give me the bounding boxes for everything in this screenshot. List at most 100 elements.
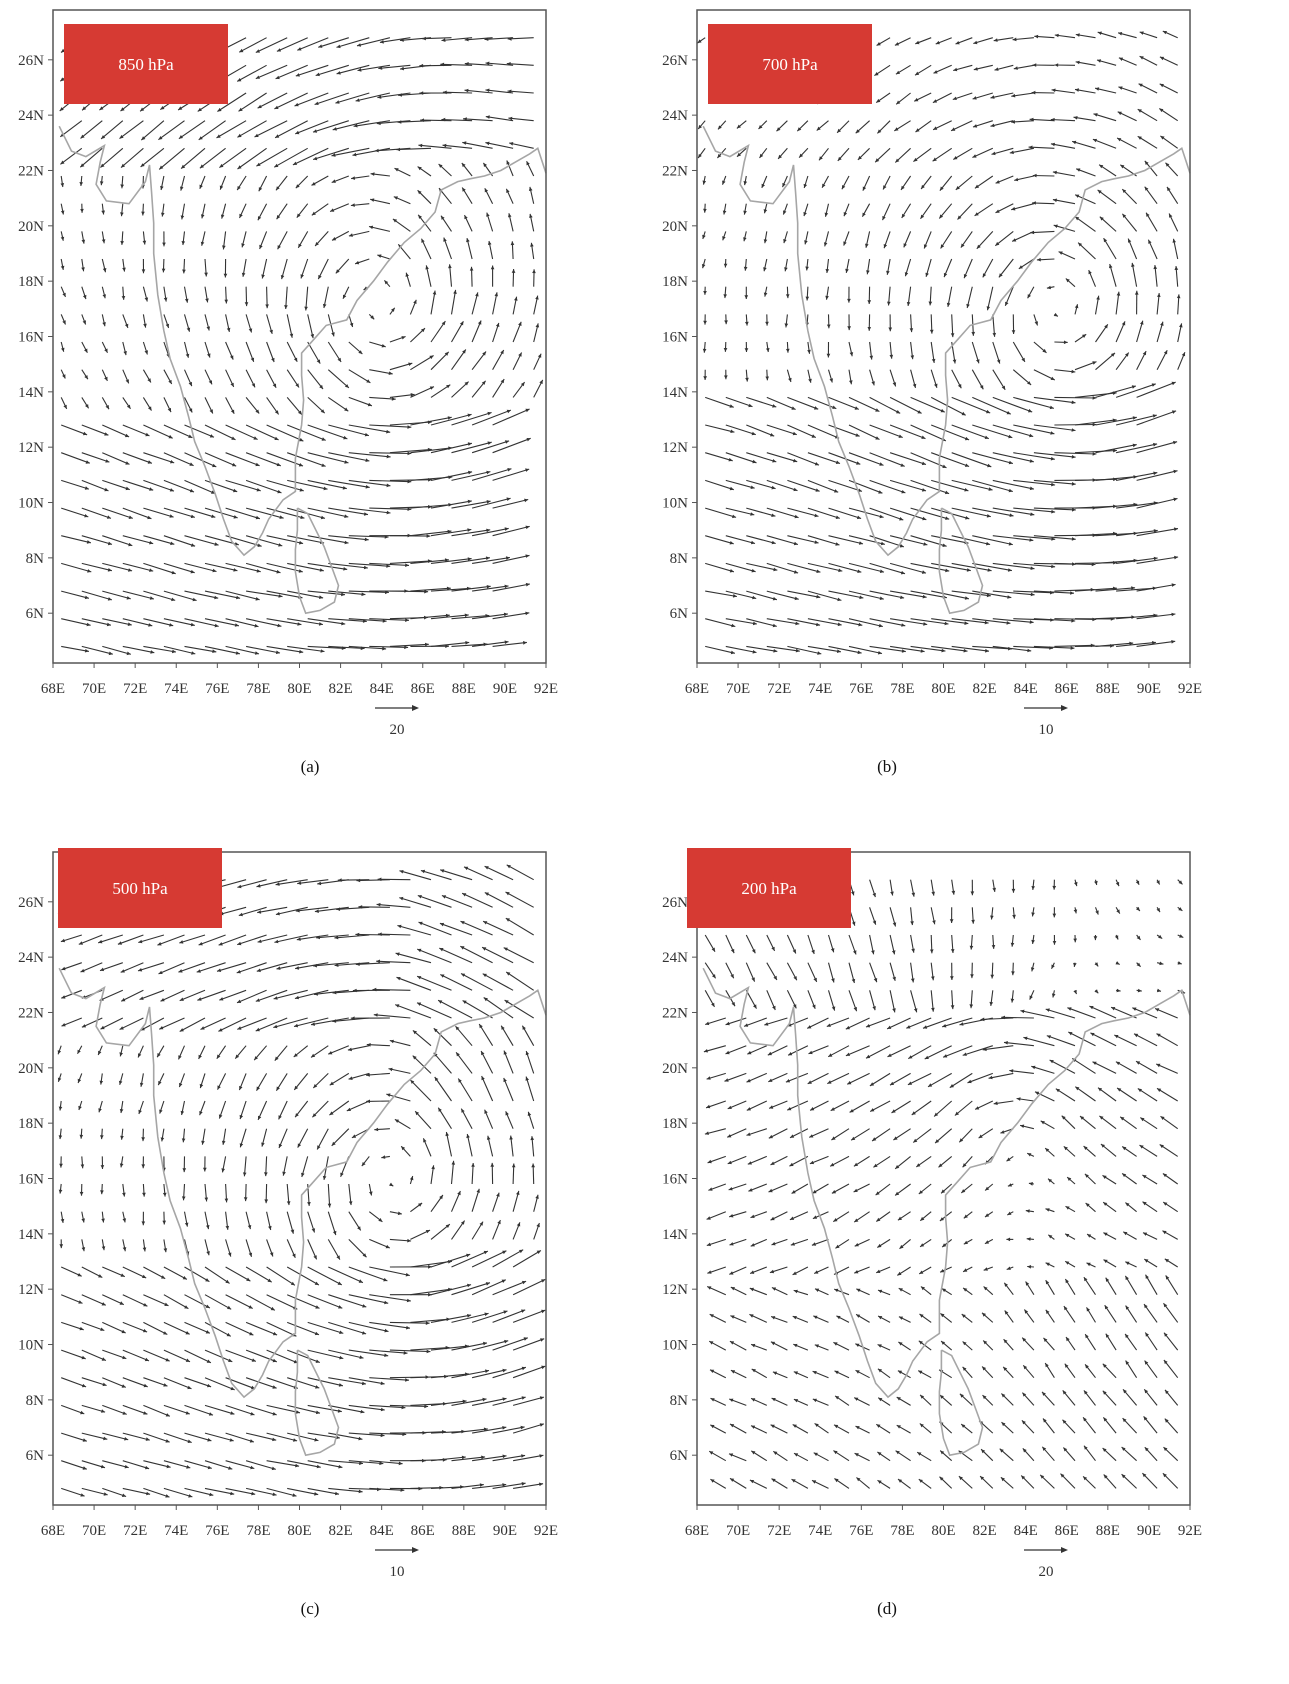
wind-vector: [236, 175, 247, 191]
reference-vector: 10: [375, 1547, 419, 1580]
wind-vector: [430, 641, 470, 647]
wind-vector: [1064, 1260, 1076, 1268]
wind-vector: [972, 590, 1012, 599]
wind-vector: [184, 397, 193, 413]
wind-vector: [245, 314, 253, 333]
wind-vector: [962, 1156, 973, 1168]
wind-vector: [143, 1404, 171, 1417]
wind-vector: [416, 948, 452, 964]
wind-vector: [875, 92, 891, 104]
wind-vector: [747, 1155, 768, 1165]
wind-vector: [1063, 1305, 1076, 1323]
wind-vector: [950, 314, 955, 338]
wind-vector: [225, 314, 231, 333]
wind-vector: [877, 1315, 891, 1323]
wind-vector: [1159, 1144, 1179, 1157]
wind-vector: [949, 907, 954, 924]
wind-vector: [993, 37, 1014, 42]
wind-vector: [506, 160, 514, 177]
wind-vector: [1083, 1276, 1096, 1296]
wind-vector: [1001, 1015, 1034, 1020]
wind-vector: [430, 351, 450, 371]
wind-vector: [1071, 1057, 1096, 1074]
wind-vector: [1159, 56, 1178, 66]
wind-vector: [181, 231, 186, 246]
wind-vector: [745, 990, 757, 1009]
wind-vector: [356, 37, 391, 47]
wind-vector: [275, 879, 308, 886]
wind-vector: [705, 479, 734, 491]
wind-vector: [919, 1423, 932, 1434]
wind-vector: [394, 1118, 411, 1130]
wind-vector: [805, 258, 809, 271]
wind-vector: [992, 562, 1035, 570]
wind-vector: [928, 286, 933, 306]
wind-vector: [451, 500, 491, 509]
wind-vector: [389, 559, 432, 564]
wind-vector: [807, 452, 841, 465]
wind-vector: [766, 341, 770, 353]
wind-vector: [120, 962, 144, 973]
lon-tick-label: 90E: [1137, 1523, 1161, 1539]
wind-vector: [807, 990, 816, 1010]
wind-vector: [492, 1337, 528, 1351]
wind-vector: [225, 341, 234, 360]
wind-vector: [889, 424, 926, 440]
wind-vector: [219, 175, 227, 190]
lon-tick-label: 92E: [534, 681, 558, 697]
wind-vector: [60, 1266, 82, 1277]
wind-vector: [142, 314, 147, 328]
wind-vector: [973, 64, 993, 71]
wind-vector: [813, 1315, 829, 1323]
wind-vector: [768, 1100, 788, 1109]
wind-vector: [1045, 1008, 1076, 1019]
wind-vector: [389, 589, 429, 594]
wind-vector: [286, 1294, 320, 1309]
wind-vector: [1033, 618, 1076, 623]
wind-vector: [1116, 988, 1121, 993]
wind-vector: [970, 962, 974, 979]
wind-vector: [818, 147, 829, 161]
wind-vector: [931, 479, 969, 492]
wind-vector: [1094, 87, 1117, 94]
wind-vector: [724, 314, 728, 325]
map-frame: [696, 851, 1191, 1506]
wind-vector: [1011, 203, 1035, 211]
wind-vector: [158, 147, 185, 170]
wind-vector: [1003, 1041, 1034, 1047]
wind-vector: [958, 1475, 973, 1489]
wind-vector: [1121, 1146, 1137, 1157]
wind-vector: [967, 1072, 993, 1084]
wind-vector: [982, 1340, 994, 1351]
wind-vector: [471, 1279, 507, 1296]
wind-vector: [746, 618, 777, 628]
wind-vector: [1082, 1416, 1096, 1434]
lon-tick-label: 70E: [82, 1523, 106, 1539]
wind-vector: [430, 1165, 435, 1185]
wind-vector: [451, 1455, 486, 1462]
wind-vector: [451, 642, 488, 647]
wind-vector: [368, 314, 375, 320]
wind-vector: [869, 396, 901, 414]
wind-vector: [826, 341, 831, 358]
wind-vector: [163, 590, 197, 602]
wind-vector: [877, 1451, 891, 1462]
wind-vector: [294, 989, 329, 1000]
wind-vector: [81, 341, 88, 353]
wind-vector: [889, 562, 927, 574]
wind-vector: [992, 314, 997, 337]
wind-vector: [792, 1424, 809, 1434]
wind-vector: [1049, 1059, 1076, 1074]
wind-vector: [707, 1155, 726, 1164]
wind-vector: [440, 974, 473, 991]
wind-vector: [1052, 907, 1057, 918]
wind-vector: [758, 120, 768, 130]
wind-vector: [869, 618, 906, 627]
wind-vector: [122, 507, 152, 520]
wind-vector: [770, 1341, 788, 1351]
wind-vector: [225, 1321, 254, 1336]
wind-vector: [297, 1128, 309, 1148]
wind-vector: [81, 424, 109, 436]
lon-tick-label: 68E: [41, 681, 65, 697]
wind-vector: [217, 1073, 227, 1090]
